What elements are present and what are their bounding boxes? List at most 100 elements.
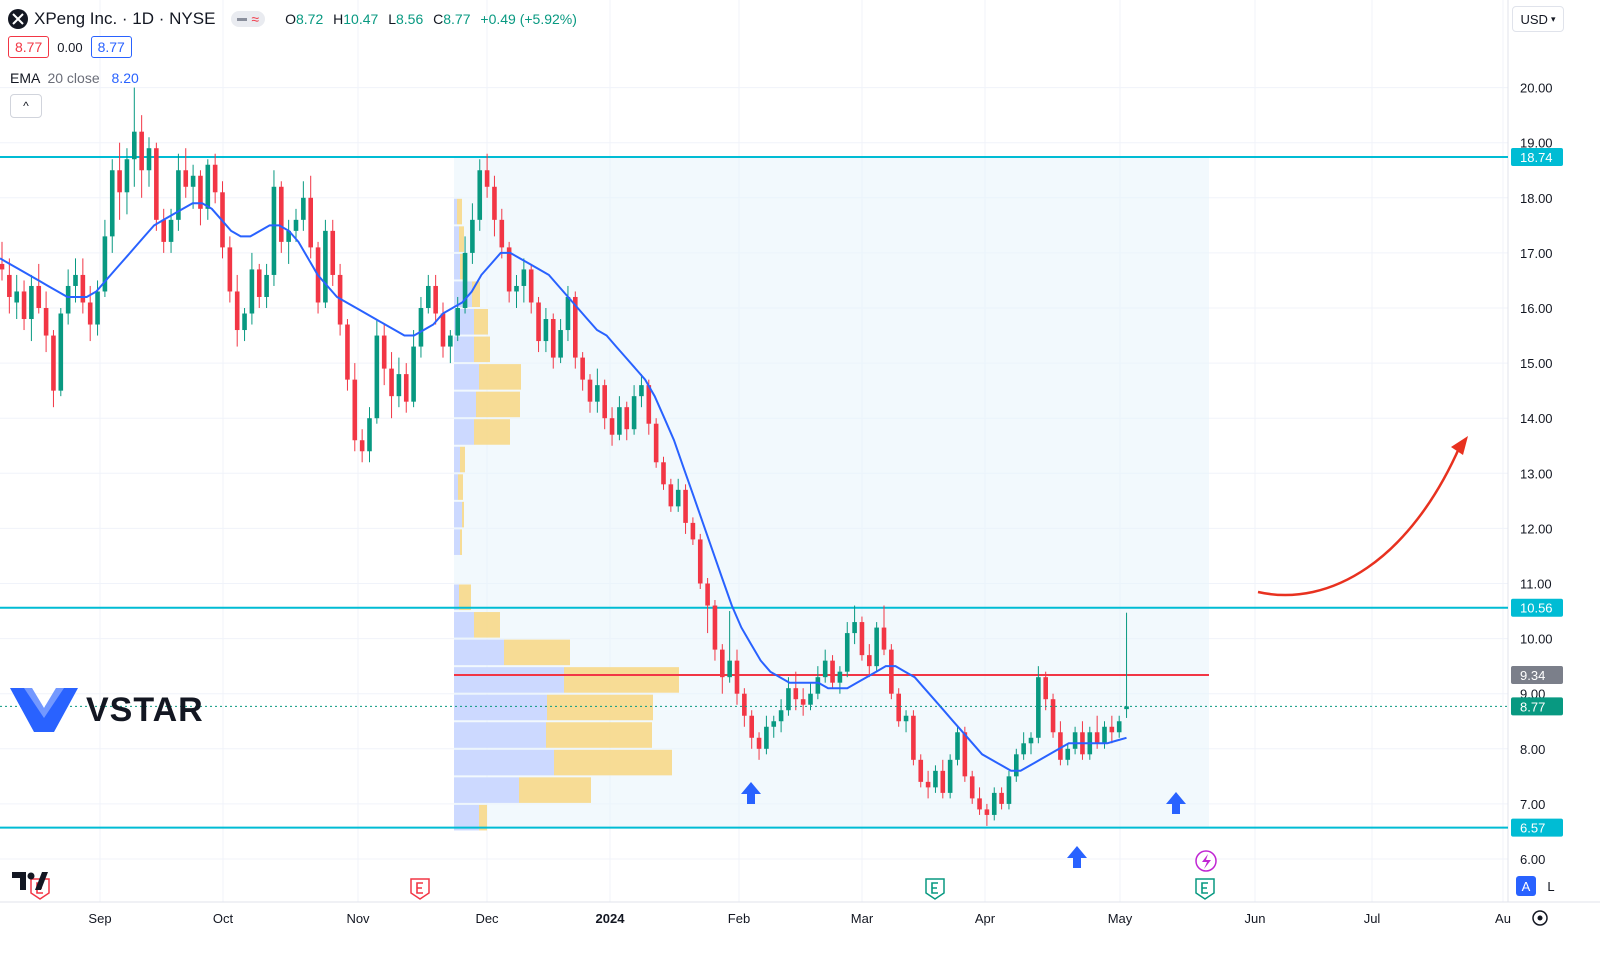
candle-body: [21, 291, 27, 320]
candle-body: [470, 219, 475, 253]
candle-body: [124, 159, 130, 193]
blue-up-arrow-icon: [741, 782, 761, 804]
candle-body: [653, 423, 659, 463]
low-label: L: [388, 11, 396, 27]
volume-profile-bar-up: [454, 749, 554, 776]
time-tick-label: Au: [1495, 911, 1511, 926]
candle-body: [1116, 721, 1122, 733]
ema-line: [0, 202, 1127, 772]
ema-legend[interactable]: EMA 20 close 8.20: [10, 70, 139, 86]
volume-profile-bar-up: [454, 529, 460, 555]
candle-body: [602, 385, 607, 419]
symbol-title[interactable]: XPeng Inc. · 1D · NYSE: [34, 9, 216, 28]
candle-body: [550, 319, 556, 358]
volume-profile-bar-up: [454, 253, 460, 280]
candle-body: [0, 263, 5, 270]
candle-body: [1058, 732, 1063, 760]
bid-button[interactable]: 8.77: [8, 36, 50, 58]
tradingview-logo-icon[interactable]: [12, 870, 48, 898]
low-value: 8.56: [395, 11, 424, 27]
annotations: [741, 436, 1468, 868]
candle-body: [720, 649, 725, 678]
candle-body: [301, 197, 306, 220]
candle-body: [117, 170, 122, 193]
ohlc-readout: O8.72 H10.47 L8.56 C8.77 +0.49 (+5.92%): [285, 11, 577, 27]
price-tick-label: 6.00: [1520, 852, 1545, 867]
earnings-e-icon[interactable]: [1195, 878, 1215, 900]
candle-body: [881, 627, 887, 650]
brand-name: VSTAR: [86, 690, 204, 729]
volume-profile-bar-down: [474, 612, 500, 638]
candle-body: [396, 374, 402, 397]
volume-profile-bar-down: [458, 474, 463, 500]
candle-body: [536, 302, 541, 342]
last-price-label: 8.77: [1520, 699, 1545, 714]
time-tick-label: Jun: [1245, 911, 1266, 926]
candle-body: [808, 693, 813, 705]
earnings-e-icon[interactable]: [925, 878, 945, 900]
close-value: 8.77: [443, 11, 471, 27]
candle-body: [940, 770, 946, 793]
blue-up-arrow-icon: [1067, 846, 1087, 868]
candle-body: [58, 313, 64, 391]
earnings-shape: [410, 878, 430, 900]
candle-body: [896, 693, 901, 722]
candle-body: [859, 622, 865, 656]
volume-profile-bar-up: [454, 694, 547, 721]
candle-body: [624, 407, 630, 430]
candle-body: [95, 291, 100, 325]
vstar-logo-icon: [10, 688, 78, 732]
candle-body: [690, 522, 696, 540]
chart-header: XPeng Inc. · 1D · NYSE ≈ O8.72 H10.47 L8…: [8, 8, 577, 30]
candle-body: [234, 291, 240, 331]
candle-body: [87, 302, 93, 325]
candle-body: [727, 660, 732, 678]
price-tick-label: 14.00: [1520, 411, 1553, 426]
candle-body: [1050, 699, 1056, 733]
candle-body: [411, 346, 416, 402]
candle-body: [433, 285, 438, 314]
chevron-down-icon: ▾: [1550, 13, 1556, 24]
candle-body: [947, 759, 953, 793]
candle-body: [911, 715, 916, 760]
volume-profile-bar-down: [476, 391, 520, 418]
volume-profile-bar-down: [460, 446, 465, 473]
spread-value: 0.00: [57, 39, 83, 55]
candle-body: [984, 809, 990, 815]
symbol-logo-icon: [8, 9, 28, 29]
auto-scale-button[interactable]: A: [1516, 876, 1536, 896]
candle-body: [73, 274, 78, 286]
currency-selector[interactable]: USD ▾: [1512, 6, 1564, 32]
time-tick-label: Sep: [88, 911, 111, 926]
candle-body: [668, 484, 674, 507]
volume-profile-bar-down: [519, 777, 591, 803]
minus-icon: [237, 17, 248, 21]
ask-button[interactable]: 8.77: [90, 36, 132, 58]
candle-body: [822, 660, 828, 678]
volume-profile-bar-up: [454, 226, 459, 252]
candle-body: [1124, 706, 1129, 710]
collapse-legend-button[interactable]: ^: [10, 94, 42, 118]
price-tick-label: 12.00: [1520, 521, 1553, 536]
candle-body: [999, 792, 1004, 804]
volume-profile-bar-down: [564, 667, 679, 693]
candle-body: [168, 219, 174, 242]
candle-body: [102, 236, 108, 292]
candle-body: [426, 285, 431, 308]
candle-body: [991, 792, 997, 815]
open-value: 8.72: [295, 11, 324, 27]
settings-gear-icon[interactable]: [1532, 910, 1548, 926]
candle-body: [323, 230, 328, 303]
volume-profile-bar-down: [479, 364, 521, 390]
visibility-toggle[interactable]: ≈: [231, 11, 266, 27]
log-scale-button[interactable]: L: [1547, 878, 1555, 894]
candle-body: [764, 726, 769, 749]
earnings-letter: [416, 882, 423, 894]
open-label: O: [285, 11, 296, 27]
earnings-e-icon[interactable]: [410, 878, 430, 900]
candle-body: [661, 462, 666, 485]
candle-body: [734, 660, 740, 694]
candle-body: [617, 407, 622, 435]
candle-body: [786, 688, 791, 711]
